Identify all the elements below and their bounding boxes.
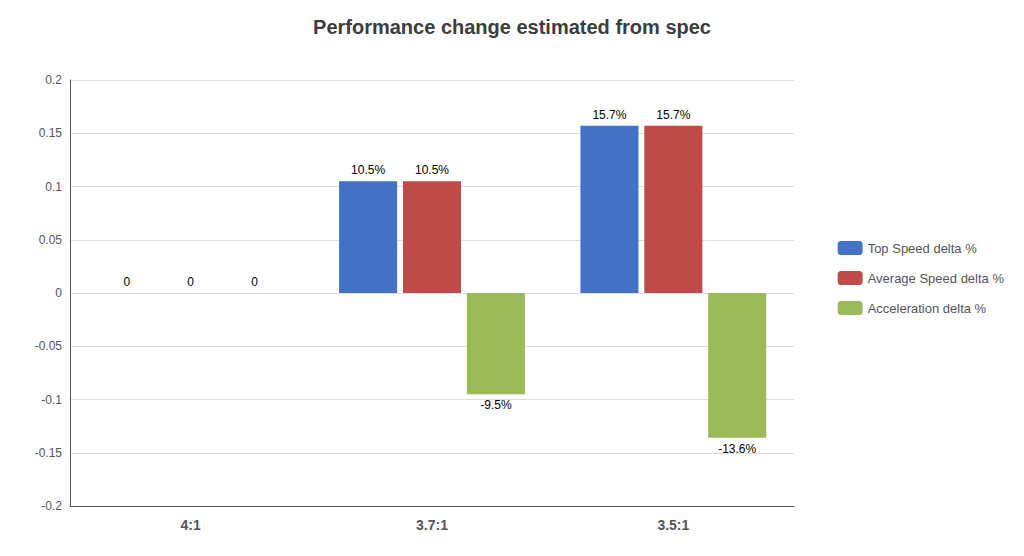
svg-text:Top Speed delta %: Top Speed delta % xyxy=(868,241,978,256)
svg-text:4:1: 4:1 xyxy=(181,517,201,533)
svg-text:15.7%: 15.7% xyxy=(592,108,626,122)
svg-text:-0.15: -0.15 xyxy=(35,446,63,460)
svg-text:3.5:1: 3.5:1 xyxy=(657,517,689,533)
svg-text:15.7%: 15.7% xyxy=(656,108,690,122)
svg-text:0: 0 xyxy=(123,275,130,289)
svg-text:Average Speed delta %: Average Speed delta % xyxy=(868,271,1005,286)
svg-text:-0.1: -0.1 xyxy=(41,393,62,407)
svg-text:-9.5%: -9.5% xyxy=(480,398,512,412)
svg-text:0.1: 0.1 xyxy=(45,180,62,194)
svg-text:0: 0 xyxy=(251,275,258,289)
svg-text:0: 0 xyxy=(187,275,194,289)
svg-text:10.5%: 10.5% xyxy=(415,163,449,177)
svg-text:-13.6%: -13.6% xyxy=(718,442,756,456)
svg-text:0: 0 xyxy=(55,286,62,300)
svg-text:Acceleration delta %: Acceleration delta % xyxy=(868,301,987,316)
svg-text:0.05: 0.05 xyxy=(39,233,63,247)
svg-text:-0.2: -0.2 xyxy=(41,499,62,513)
svg-text:0.2: 0.2 xyxy=(45,73,62,87)
svg-text:Performance change estimated f: Performance change estimated from spec xyxy=(313,16,711,38)
svg-text:0.15: 0.15 xyxy=(39,126,63,140)
svg-text:10.5%: 10.5% xyxy=(351,163,385,177)
svg-text:3.7:1: 3.7:1 xyxy=(416,517,448,533)
svg-text:-0.05: -0.05 xyxy=(35,339,63,353)
